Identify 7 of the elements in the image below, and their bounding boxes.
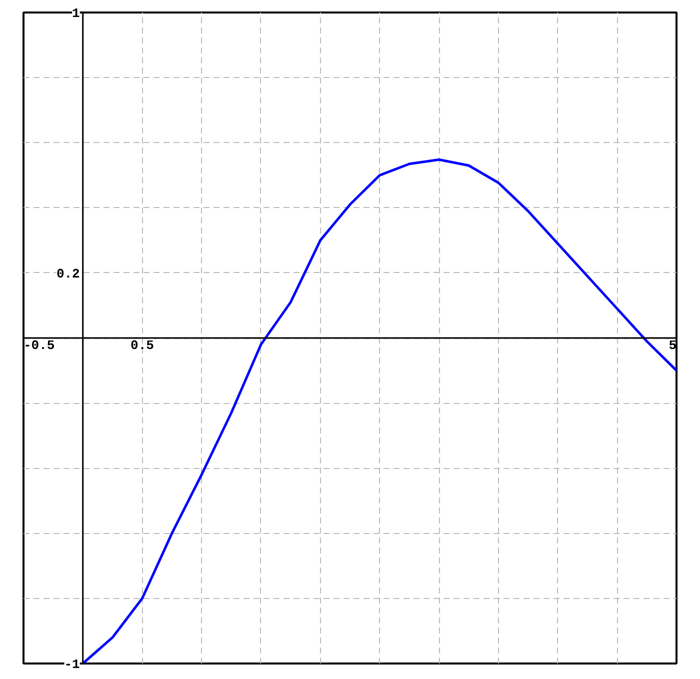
- x-tick-label: 0.5: [130, 338, 154, 353]
- y-tick-label: 0.2: [56, 266, 80, 282]
- line-series: [82, 158, 676, 664]
- x-tick-label: 5: [668, 338, 677, 353]
- x-tick-label: -0.5: [24, 338, 55, 353]
- y-tick-label: 1: [72, 6, 80, 21]
- y-tick-label: -1: [64, 657, 80, 672]
